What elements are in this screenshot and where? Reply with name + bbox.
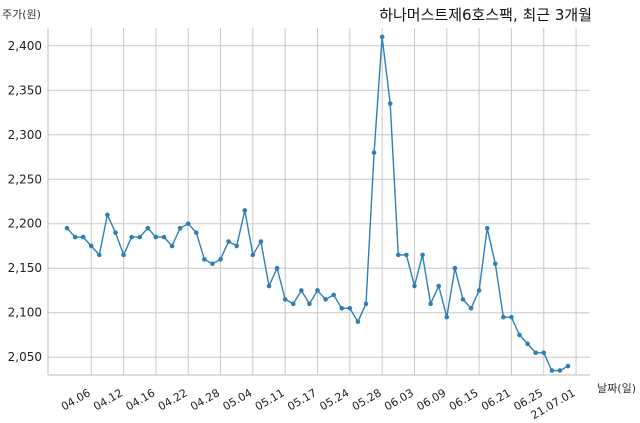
data-point [242, 208, 248, 213]
data-point [266, 283, 272, 289]
data-point [193, 230, 199, 235]
data-point [88, 243, 94, 249]
data-point [137, 234, 143, 240]
data-point [476, 288, 482, 293]
data-point [460, 297, 466, 302]
data-point [234, 243, 239, 249]
x-tick-label: 04.16 [124, 386, 158, 413]
data-point [258, 239, 264, 244]
data-point [274, 265, 280, 271]
y-tick-label: 2,150 [8, 261, 42, 275]
data-point [501, 314, 506, 320]
chart-title: 하나머스트제6호스팩, 최근 3개월 [379, 6, 592, 24]
data-point [315, 288, 320, 293]
data-point [404, 252, 409, 258]
data-point [371, 150, 377, 155]
data-point [129, 234, 134, 240]
x-tick-label: 04.28 [188, 386, 222, 413]
x-tick-label: 04.12 [91, 386, 125, 413]
data-point [299, 288, 304, 293]
data-point [484, 225, 490, 231]
data-point [549, 368, 555, 373]
data-point [169, 243, 175, 249]
data-point [379, 34, 385, 40]
x-tick-label: 06.15 [447, 386, 481, 413]
data-point [331, 292, 336, 298]
y-tick-label: 2,100 [8, 306, 42, 320]
data-point [444, 314, 450, 320]
data-point [226, 239, 231, 244]
data-point [452, 265, 458, 271]
x-tick-label: 06.03 [382, 386, 416, 413]
data-point [72, 234, 78, 240]
data-point [363, 301, 369, 307]
data-point [347, 305, 353, 311]
y-tick-label: 2,050 [8, 350, 42, 364]
data-point [80, 234, 86, 240]
x-tick-label: 05.17 [285, 386, 319, 413]
data-point [307, 301, 312, 307]
data-point [113, 230, 118, 235]
y-tick-label: 2,200 [8, 217, 42, 231]
x-tick-label: 05.28 [350, 386, 384, 413]
data-point [282, 297, 288, 302]
data-point [161, 234, 167, 240]
data-point [210, 261, 215, 267]
y-tick-label: 2,250 [8, 172, 42, 186]
x-tick-label: 04.22 [156, 386, 190, 413]
y-tick-label: 2,300 [8, 128, 42, 142]
data-point [396, 252, 401, 258]
x-tick-label: 06.09 [415, 386, 449, 413]
x-axis-label: 날짜(일) [597, 382, 636, 395]
data-point [387, 101, 393, 106]
data-point [557, 368, 563, 373]
data-point [420, 252, 425, 258]
x-tick-label: 05.04 [221, 386, 255, 413]
data-point [468, 305, 474, 311]
data-point [202, 257, 207, 262]
data-point [412, 283, 417, 289]
data-point [177, 225, 183, 231]
data-point [153, 234, 159, 240]
data-point [105, 212, 110, 218]
data-point [218, 257, 223, 262]
data-point [290, 301, 296, 307]
data-point [428, 301, 433, 307]
data-point [121, 252, 126, 258]
x-tick-label: 04.06 [59, 386, 93, 413]
data-point [533, 350, 538, 356]
data-point [339, 305, 345, 311]
data-point [185, 221, 191, 227]
y-tick-label: 2,400 [8, 39, 42, 53]
data-point [517, 332, 522, 338]
data-point [145, 225, 151, 231]
data-point [250, 252, 256, 258]
data-point [492, 261, 498, 267]
data-point [565, 363, 571, 369]
y-tick-label: 2,350 [8, 83, 42, 97]
data-point [355, 319, 361, 324]
data-point [97, 252, 102, 258]
y-axis-label: 주가(원) [2, 8, 41, 21]
data-point [509, 314, 514, 320]
data-point [525, 341, 530, 347]
data-point [323, 297, 328, 302]
data-point [541, 350, 547, 356]
data-point [436, 283, 442, 289]
x-tick-label: 06.21 [479, 386, 513, 413]
x-tick-label: 05.11 [253, 386, 287, 413]
data-point [64, 225, 70, 231]
x-tick-label: 05.24 [318, 386, 352, 413]
